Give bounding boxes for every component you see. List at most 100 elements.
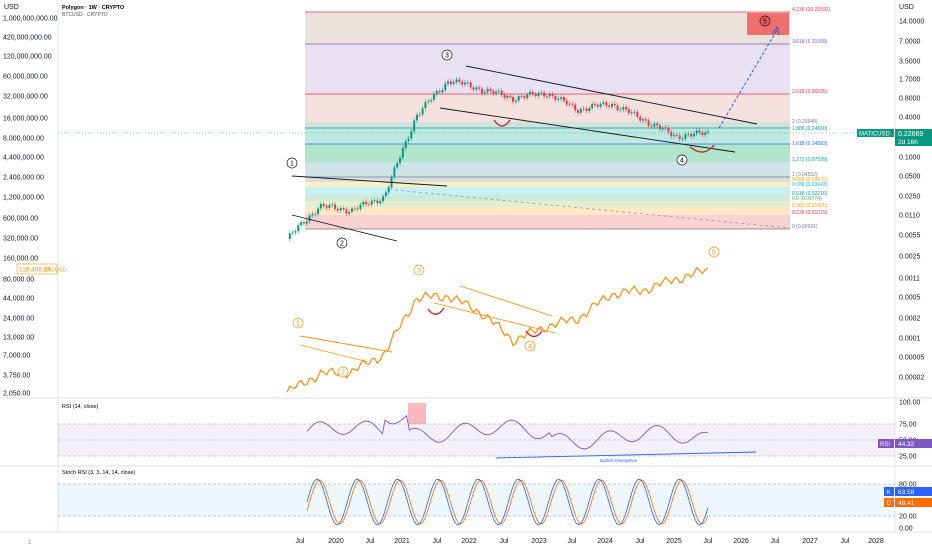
right-axis-tick: 7.0000 [899, 39, 921, 46]
matic-symbol-badge: MATICUSD [859, 132, 891, 138]
svg-text:5: 5 [712, 250, 716, 257]
candle-body [359, 204, 362, 210]
left-axis-tick: 13,000.00 [3, 335, 34, 342]
left-axis-tick: 24,000.00 [3, 316, 34, 323]
matic-wave-labels: 1 2 3 4 5 [286, 15, 771, 249]
candle-body [356, 208, 359, 210]
left-axis-tick: 2,050.00 [3, 391, 30, 398]
candle-body [328, 205, 331, 208]
left-axis-tick: 44,000.00 [3, 296, 34, 303]
right-axis-tick: 0.0110 [899, 213, 920, 220]
matic-trendlines[interactable] [291, 65, 791, 242]
candle-body [537, 92, 540, 97]
candle-body [373, 200, 376, 202]
fibonacci-labels: 4.236 (20.21592) 3.618 (6.31099) 2.618 (0.… [792, 7, 830, 230]
candle-body [464, 82, 467, 85]
candle-body [582, 108, 585, 110]
candle-body [560, 97, 563, 99]
candle-body [554, 95, 557, 100]
candle-body [393, 167, 396, 177]
candle-body [424, 102, 427, 109]
stoch-rsi-pane[interactable] [58, 478, 895, 526]
candle-body [619, 109, 622, 111]
stoch-d-label: D [887, 501, 892, 507]
btc-price-badge-box [16, 263, 58, 275]
left-axis-tick: 8,000,000.00 [3, 136, 44, 143]
rsi-axis-tick: 100.00 [899, 400, 921, 407]
candle-body [447, 81, 450, 84]
candle-body [489, 88, 492, 91]
right-axis-tick: 0.4000 [899, 115, 921, 122]
fib-level-label: 1.886 (0.24160) [792, 126, 828, 132]
candle-body [690, 134, 693, 137]
time-axis-tick: 2020 [328, 538, 344, 545]
candle-body [387, 187, 390, 193]
fibonacci-extension[interactable] [305, 11, 790, 230]
candle-body [314, 213, 317, 215]
matic-wave-2: 2 [336, 237, 348, 249]
candle-body [642, 119, 645, 121]
candle-body [294, 231, 297, 233]
timezone-icon[interactable]: z [28, 540, 31, 546]
left-axis-tick: 1,000,000,000.00 [3, 16, 58, 23]
candle-body [500, 90, 503, 96]
candle-body [342, 207, 345, 210]
candle-body [382, 196, 385, 202]
candle-body [475, 87, 478, 90]
candle-body [661, 128, 664, 130]
candle-body [503, 95, 506, 98]
left-price-axis[interactable]: 1,000,000,000.00 420,000,000.00 120,000,00… [3, 16, 58, 398]
candle-body [610, 103, 613, 107]
fib-level-label: 3.618 (6.31099) [792, 39, 828, 45]
stoch-d-value: 48.41 [898, 500, 915, 507]
candle-body [492, 90, 495, 94]
fib-level-label: 0.786 (0.03043) [792, 182, 828, 188]
matic-candles[interactable] [288, 76, 709, 242]
candle-body [288, 233, 291, 240]
candle-body [483, 92, 486, 94]
btc-line[interactable] [286, 266, 709, 393]
time-axis-tick: 2025 [666, 538, 682, 545]
overlay-symbol: BTCUSD · CRYPTO [62, 12, 108, 18]
candle-body [308, 215, 311, 222]
candle-body [461, 81, 464, 85]
left-axis-tick: 600,000.00 [3, 216, 38, 223]
candle-body [458, 79, 461, 82]
candle-body [627, 109, 630, 114]
candle-body [548, 93, 551, 97]
candle-body [348, 211, 351, 214]
matic-wave-1: 1 [286, 157, 298, 169]
candle-body [365, 201, 368, 205]
btc-wave-3: 3 [413, 264, 425, 276]
fib-level-label: 1.618 (0.14583) [792, 141, 828, 147]
candle-body [664, 127, 667, 129]
fib-level-label: 1 (0.04552) [792, 172, 818, 178]
time-axis[interactable]: Jul 2020 Jul 2021 Jul 2022 Jul 2023 Jul 2024 Jul 20… [296, 538, 884, 545]
svg-text:3: 3 [445, 53, 449, 60]
candle-body [370, 200, 373, 205]
svg-text:4: 4 [680, 158, 684, 165]
btc-trendlines[interactable] [299, 285, 556, 363]
candle-body [497, 90, 500, 92]
fib-level-label: 0.618 (0.02216) [792, 191, 828, 197]
rsi-pane[interactable]: Bullish Divergence [58, 403, 895, 463]
candle-body [528, 91, 531, 95]
candle-body [608, 105, 611, 107]
rsi-axis-tick: 75.00 [899, 422, 917, 429]
candle-body [656, 123, 659, 126]
time-axis-tick: Jul [366, 538, 375, 545]
svg-text:1: 1 [290, 161, 294, 168]
matic-price-badge-box [895, 129, 932, 146]
left-axis-tick: 320,000.00 [3, 236, 38, 243]
left-axis-currency: USD [4, 4, 19, 11]
candle-body [602, 102, 605, 104]
svg-text:2: 2 [341, 370, 345, 377]
btc-wave-5: 5 [708, 246, 720, 258]
candle-body [404, 141, 407, 148]
candle-body [698, 130, 701, 133]
time-axis-tick: Jul [841, 538, 850, 545]
candle-body [625, 107, 628, 110]
matic-symbol-badge-box [857, 129, 894, 137]
stoch-axis-tick: 20.00 [899, 514, 917, 521]
